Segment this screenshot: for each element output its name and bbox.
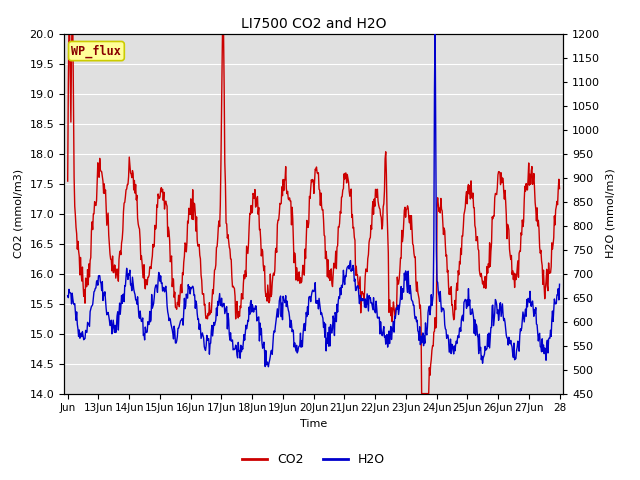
Y-axis label: H2O (mmol/m3): H2O (mmol/m3) [606,169,616,258]
Y-axis label: CO2 (mmol/m3): CO2 (mmol/m3) [14,169,24,258]
Title: LI7500 CO2 and H2O: LI7500 CO2 and H2O [241,17,387,31]
X-axis label: Time: Time [300,419,327,429]
Legend: CO2, H2O: CO2, H2O [237,448,390,471]
Text: WP_flux: WP_flux [72,44,122,58]
